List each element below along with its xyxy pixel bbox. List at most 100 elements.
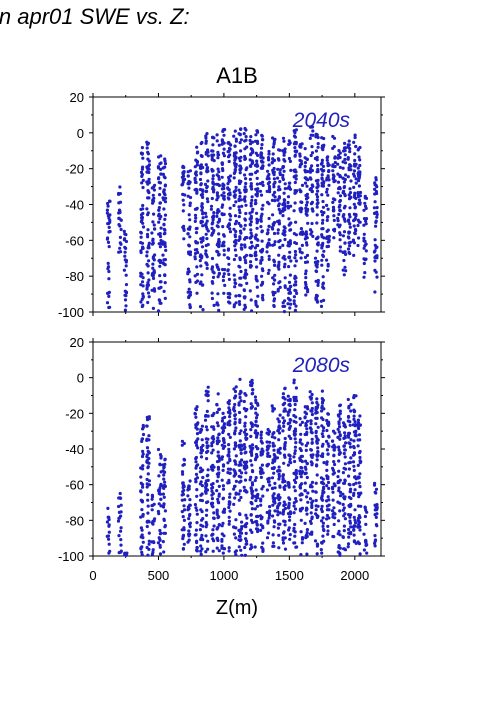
scatter-point bbox=[161, 505, 166, 509]
scatter-point bbox=[195, 546, 199, 550]
scatter-point bbox=[216, 392, 220, 396]
scatter-point bbox=[146, 511, 150, 515]
scatter-point bbox=[194, 480, 198, 484]
scatter-point bbox=[250, 496, 254, 500]
scatter-point bbox=[353, 133, 357, 137]
scatter-point bbox=[233, 285, 237, 289]
scatter-point bbox=[282, 153, 286, 157]
scatter-point bbox=[107, 542, 111, 546]
scatter-point bbox=[293, 180, 297, 185]
scatter-point bbox=[216, 225, 220, 229]
scatter-point bbox=[293, 459, 297, 464]
scatter-point bbox=[227, 515, 231, 519]
scatter-point bbox=[215, 439, 220, 443]
scatter-point bbox=[198, 528, 202, 532]
scatter-point bbox=[238, 235, 242, 239]
scatter-point bbox=[244, 471, 248, 475]
scatter-point bbox=[346, 145, 350, 149]
scatter-point bbox=[305, 507, 309, 511]
scatter-point bbox=[346, 542, 351, 546]
scatter-point bbox=[313, 256, 318, 260]
scatter-point bbox=[362, 232, 366, 236]
scatter-point bbox=[271, 432, 275, 436]
scatter-point bbox=[338, 490, 343, 494]
scatter-point bbox=[300, 541, 304, 545]
scatter-point bbox=[343, 157, 347, 161]
scatter-point bbox=[205, 237, 209, 241]
scatter-point bbox=[140, 246, 145, 250]
scatter-point bbox=[195, 163, 199, 167]
scatter-point bbox=[201, 216, 205, 220]
scatter-point bbox=[303, 410, 307, 414]
scatter-point bbox=[181, 515, 185, 519]
scatter-point bbox=[278, 246, 282, 250]
scatter-point bbox=[277, 185, 281, 189]
scatter-point bbox=[163, 157, 167, 161]
scatter-point bbox=[356, 172, 360, 176]
scatter-point bbox=[373, 259, 377, 263]
scatter-point bbox=[234, 229, 238, 234]
scatter-point bbox=[162, 531, 166, 535]
scatter-point bbox=[283, 262, 287, 266]
scatter-point bbox=[188, 479, 192, 483]
scatter-point bbox=[249, 204, 253, 208]
scatter-point bbox=[306, 290, 310, 294]
scatter-point bbox=[351, 453, 355, 457]
scatter-point bbox=[146, 472, 150, 476]
scatter-point bbox=[233, 222, 237, 226]
scatter-point bbox=[233, 496, 237, 500]
scatter-point bbox=[158, 301, 162, 305]
scatter-point bbox=[243, 173, 247, 177]
scatter-point bbox=[336, 479, 340, 484]
scatter-point bbox=[304, 424, 308, 428]
scatter-point bbox=[282, 191, 286, 195]
scatter-point bbox=[217, 272, 221, 276]
scatter-point bbox=[283, 536, 287, 540]
y-tick-label: -60 bbox=[65, 233, 84, 248]
scatter-point bbox=[141, 467, 145, 471]
scatter-point bbox=[362, 275, 366, 279]
scatter-point bbox=[304, 285, 309, 289]
scatter-point bbox=[338, 151, 342, 155]
scatter-point bbox=[123, 250, 127, 254]
scatter-point bbox=[141, 540, 145, 544]
scatter-point bbox=[204, 389, 208, 393]
scatter-point bbox=[221, 430, 225, 435]
scatter-point bbox=[254, 411, 258, 415]
scatter-point bbox=[217, 153, 221, 157]
scatter-point bbox=[314, 179, 318, 183]
scatter-point bbox=[304, 193, 308, 198]
scatter-point bbox=[331, 445, 335, 449]
scatter-point bbox=[331, 146, 335, 150]
scatter-point bbox=[309, 167, 313, 171]
scatter-point bbox=[163, 462, 167, 466]
scatter-point bbox=[338, 249, 342, 253]
scatter-point bbox=[248, 158, 252, 162]
scatter-point bbox=[332, 214, 336, 218]
scatter-point bbox=[255, 194, 259, 198]
scatter-point bbox=[354, 434, 358, 438]
scatter-point bbox=[298, 447, 302, 451]
scatter-point bbox=[259, 436, 263, 440]
scatter-point bbox=[373, 534, 377, 538]
y-tick-label: -80 bbox=[65, 513, 84, 528]
scatter-point bbox=[292, 485, 296, 489]
scatter-point bbox=[293, 201, 297, 205]
scatter-point bbox=[265, 189, 269, 193]
chart-panels: 200-20-40-60-80-1002040s200-20-40-60-80-… bbox=[58, 90, 385, 583]
scatter-point bbox=[299, 471, 304, 476]
scatter-point bbox=[286, 200, 290, 205]
scatter-point bbox=[151, 276, 156, 280]
scatter-point bbox=[349, 456, 353, 460]
scatter-point bbox=[254, 416, 259, 420]
scatter-point bbox=[227, 222, 231, 226]
scatter-point bbox=[259, 475, 263, 479]
scatter-point bbox=[310, 151, 315, 155]
scatter-point bbox=[141, 452, 145, 456]
scatter-point bbox=[204, 479, 208, 483]
scatter-point bbox=[212, 211, 216, 215]
scatter-point bbox=[211, 177, 215, 181]
scatter-point bbox=[292, 432, 296, 436]
scatter-point bbox=[199, 171, 203, 175]
scatter-point bbox=[195, 521, 199, 525]
